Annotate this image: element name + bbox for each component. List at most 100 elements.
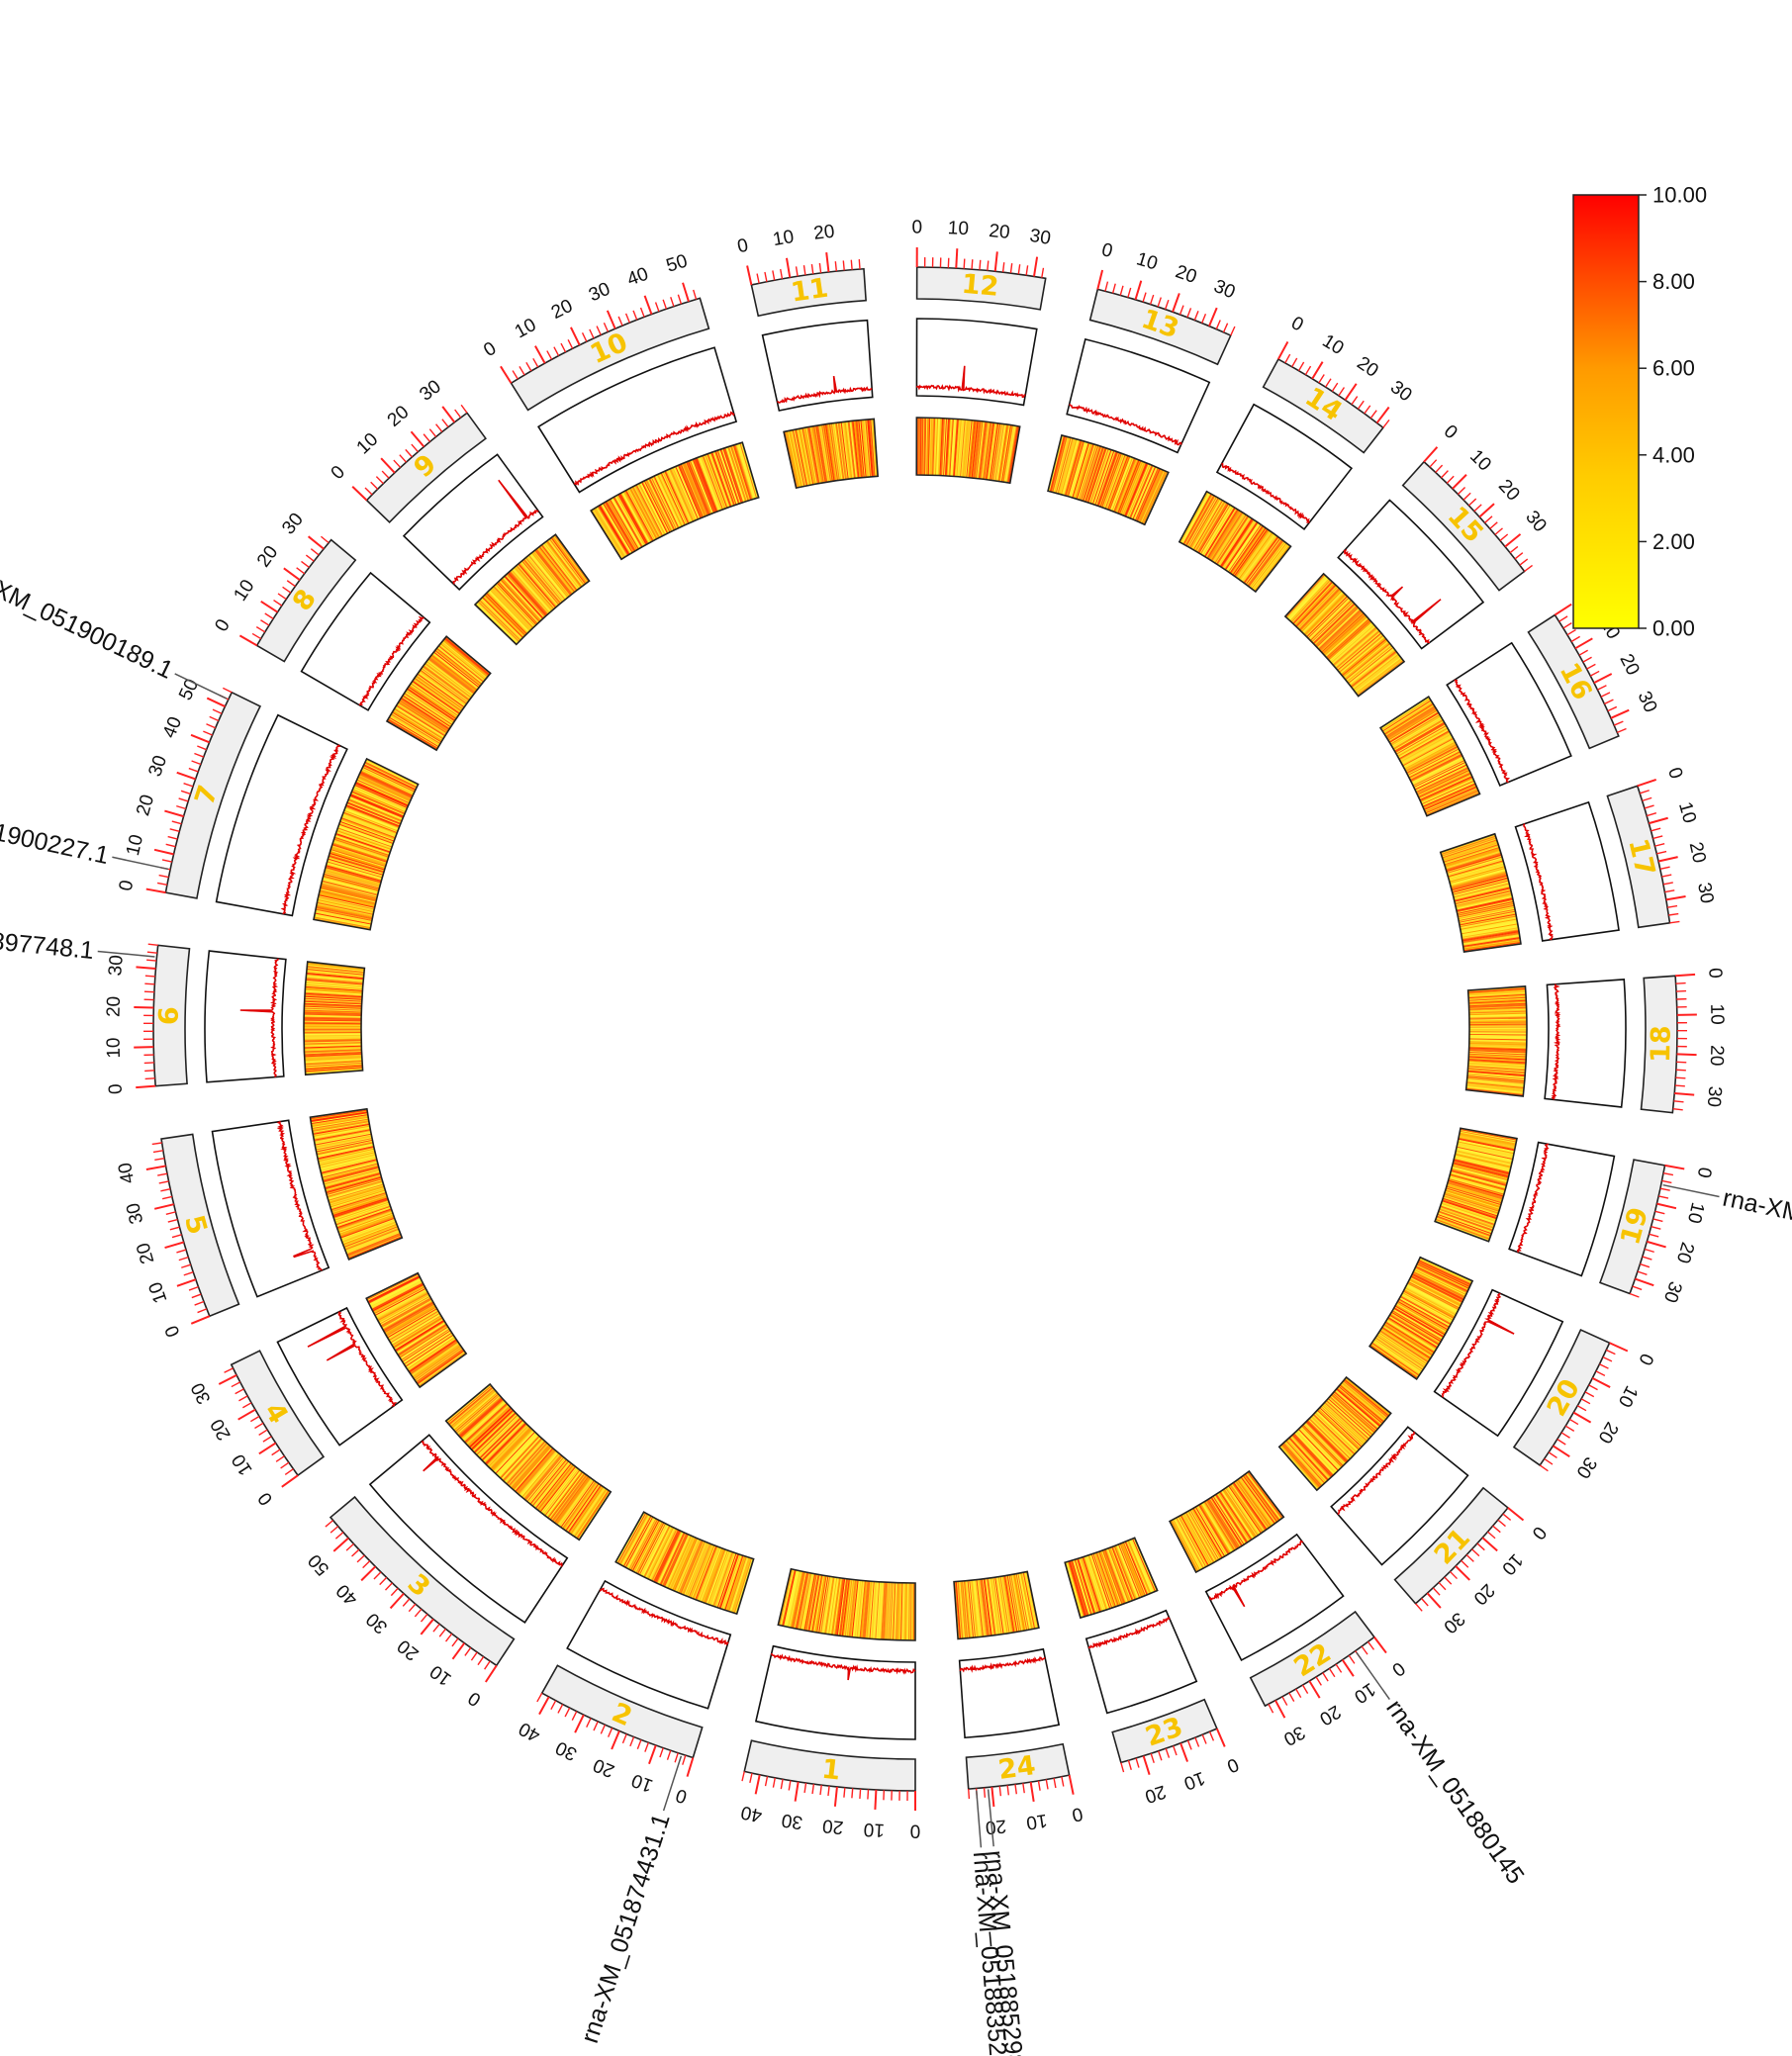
heatmap-stripe <box>491 1428 532 1471</box>
tick-minor <box>850 259 853 270</box>
heatmap-stripe <box>647 1527 675 1580</box>
heatmap-stripe <box>1467 1063 1526 1069</box>
heatmap-stripe <box>1322 1403 1367 1444</box>
heatmap-stripe <box>1312 1414 1355 1455</box>
heatmap-stripe <box>932 418 936 476</box>
heatmap-stripe <box>687 461 709 515</box>
heatmap-stripe <box>904 1582 907 1640</box>
heatmap-stripe <box>1374 1338 1423 1371</box>
heatmap-stripe <box>1097 1551 1118 1607</box>
tick-minor <box>1135 1757 1140 1768</box>
heatmap-stripe <box>494 584 535 627</box>
heatmap-stripe <box>1294 1432 1336 1475</box>
heatmap-stripe <box>318 896 375 911</box>
heatmap-stripe <box>519 1450 558 1496</box>
tick-minor <box>1580 1398 1591 1405</box>
heatmap-stripe <box>390 1312 440 1344</box>
heatmap-stripe <box>649 1528 676 1581</box>
heatmap-stripe <box>1447 856 1503 875</box>
heatmap-stripe <box>822 424 832 482</box>
heatmap-stripe <box>626 1517 655 1569</box>
density-frame <box>537 346 738 494</box>
heatmap-stripe <box>1097 451 1119 507</box>
tick-label: 30 <box>1280 1722 1309 1749</box>
heatmap-stripe <box>1002 424 1014 483</box>
heatmap-stripe <box>644 480 672 532</box>
tick-minor <box>197 745 207 751</box>
tick-minor <box>194 1300 205 1306</box>
heatmap-stripe <box>387 719 438 750</box>
heatmap-stripe <box>318 1146 374 1161</box>
heatmap-stripe <box>809 426 821 484</box>
heatmap-stripe <box>990 422 1000 481</box>
tick-major <box>218 1374 237 1385</box>
heatmap-stripe <box>398 701 447 734</box>
density-line <box>452 479 539 585</box>
heatmap-stripe <box>1073 442 1090 499</box>
heatmap-stripe <box>368 1277 422 1305</box>
heatmap-stripe <box>661 472 687 525</box>
heatmap-stripe <box>1328 1397 1372 1437</box>
tick-major <box>1649 816 1668 825</box>
heatmap-stripe <box>1286 575 1326 619</box>
heatmap-stripe <box>357 777 411 802</box>
tick-minor <box>596 326 602 335</box>
heatmap-stripe <box>1330 623 1374 663</box>
heatmap-stripe <box>1330 1395 1374 1435</box>
tick-label: 10 <box>1465 446 1495 476</box>
heatmap-stripe <box>1096 451 1117 507</box>
heatmap-stripe <box>1343 1379 1389 1418</box>
tick-minor <box>399 454 408 463</box>
tick-minor <box>1165 1747 1171 1758</box>
tick-label: 30 <box>1659 1278 1686 1305</box>
heatmap-stripe <box>1303 593 1346 635</box>
tick-minor <box>1348 1654 1356 1664</box>
heatmap-stripe <box>1346 644 1392 682</box>
heatmap-stripe <box>466 1405 510 1446</box>
heatmap-stripe <box>342 1223 398 1246</box>
gene-label-leader <box>1662 1183 1720 1198</box>
heatmap-stripe <box>304 1047 362 1051</box>
heatmap-stripe <box>641 481 669 534</box>
heatmap-stripe <box>996 1576 1007 1635</box>
heatmap-stripe <box>1209 511 1242 560</box>
heatmap-stripe <box>412 1344 460 1378</box>
heatmap-stripe <box>468 1407 512 1448</box>
heatmap-stripe <box>952 419 958 477</box>
heatmap-stripe <box>1407 1281 1460 1310</box>
heatmap-stripe <box>335 1206 391 1227</box>
tick-minor <box>1509 545 1519 554</box>
heatmap-stripe <box>981 421 990 480</box>
heatmap-stripe <box>1200 1503 1232 1553</box>
heatmap-stripe <box>1468 1051 1527 1056</box>
heatmap-stripe <box>444 636 491 675</box>
tick-minor <box>1104 281 1109 292</box>
heatmap-stripe <box>304 1045 362 1049</box>
heatmap-stripe <box>304 1003 362 1007</box>
heatmap-stripe <box>339 821 395 843</box>
heatmap-stripe <box>705 1548 726 1604</box>
heatmap-stripe <box>492 586 533 629</box>
heatmap-stripe <box>1385 706 1436 738</box>
tick-minor <box>1607 705 1618 712</box>
heatmap-stripe <box>680 1540 704 1594</box>
tick-minor <box>408 1603 417 1613</box>
heatmap-stripe <box>974 421 982 479</box>
tick-minor <box>1487 1531 1496 1540</box>
heatmap-stripe <box>404 693 453 725</box>
heatmap-stripe <box>629 1519 658 1571</box>
heatmap-stripe <box>342 812 398 834</box>
color-scale-label: 4.00 <box>1652 442 1695 467</box>
tick-label: 0 <box>211 615 234 635</box>
tick-major <box>1032 256 1039 277</box>
heatmap-stripe <box>407 1337 455 1370</box>
heatmap-stripe <box>1397 727 1449 758</box>
tick-minor <box>1193 311 1199 321</box>
heatmap-stripe <box>352 787 407 811</box>
heatmap-stripe <box>882 1582 887 1640</box>
ideogram-band <box>164 691 262 899</box>
heatmap-stripe <box>1387 708 1438 741</box>
heatmap-stripe <box>316 906 373 920</box>
heatmap-stripe <box>1239 532 1274 581</box>
tick-minor <box>632 310 638 321</box>
